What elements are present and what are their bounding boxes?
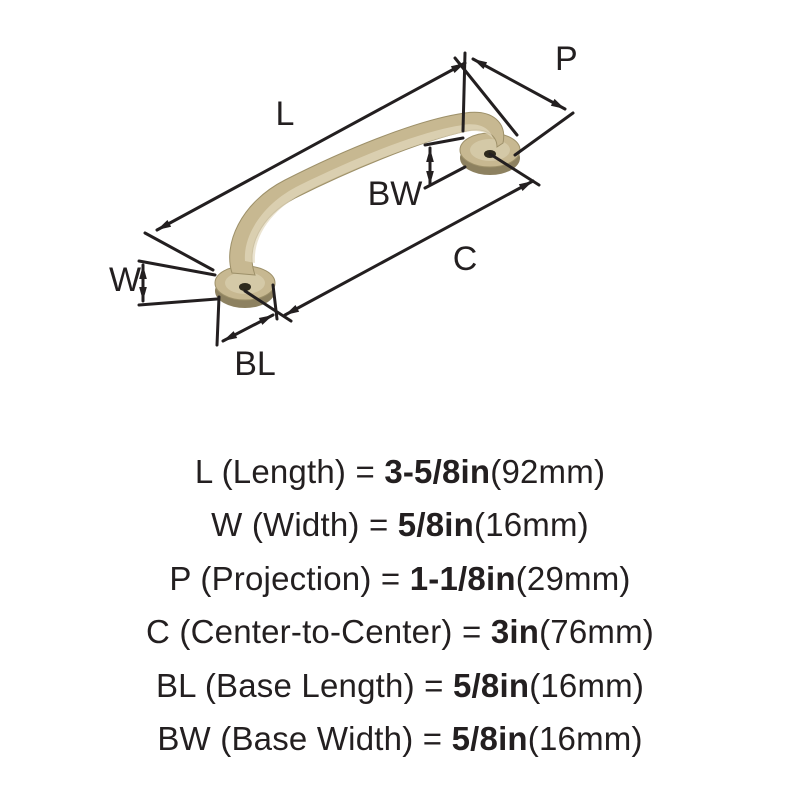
spec-name: Width (263, 506, 348, 543)
dim-label-l: L (276, 95, 295, 133)
spec-metric: (16mm) (529, 667, 644, 704)
spec-line-p: P (Projection) = 1-1/8in(29mm) (0, 552, 800, 605)
spec-name: Base Width (231, 720, 402, 757)
spec-code: BW (157, 720, 211, 757)
dim-label-bl: BL (234, 345, 276, 383)
spec-line-c: C (Center-to-Center) = 3in(76mm) (0, 605, 800, 658)
spec-imperial: 1-1/8in (410, 560, 516, 597)
spec-metric: (76mm) (539, 613, 654, 650)
spec-imperial: 3-5/8in (384, 453, 490, 490)
spec-list: L (Length) = 3-5/8in(92mm)W (Width) = 5/… (0, 445, 800, 766)
dim-label-w: W (109, 261, 141, 299)
dimension-diagram: L P C BW W BL (95, 35, 615, 385)
spec-line-l: L (Length) = 3-5/8in(92mm) (0, 445, 800, 498)
dim-label-c: C (453, 240, 478, 278)
spec-code: BL (156, 667, 196, 704)
spec-code: C (146, 613, 170, 650)
spec-name: Projection (212, 560, 361, 597)
spec-imperial: 5/8in (398, 506, 474, 543)
spec-line-bl: BL (Base Length) = 5/8in(16mm) (0, 659, 800, 712)
spec-line-bw: BW (Base Width) = 5/8in(16mm) (0, 712, 800, 765)
dim-label-p: P (555, 40, 578, 78)
spec-name: Base Length (216, 667, 404, 704)
spec-imperial: 3in (491, 613, 539, 650)
spec-imperial: 5/8in (453, 667, 529, 704)
spec-code: P (169, 560, 191, 597)
spec-line-w: W (Width) = 5/8in(16mm) (0, 498, 800, 551)
spec-imperial: 5/8in (452, 720, 528, 757)
spec-metric: (16mm) (528, 720, 643, 757)
spec-code: W (211, 506, 242, 543)
spec-metric: (92mm) (490, 453, 605, 490)
spec-metric: (29mm) (516, 560, 631, 597)
spec-metric: (16mm) (474, 506, 589, 543)
spec-name: Center-to-Center (191, 613, 442, 650)
spec-name: Length (233, 453, 335, 490)
spec-code: L (195, 453, 212, 490)
dim-label-bw: BW (368, 175, 423, 213)
page: LPCBWWBL L (Length) = 3-5/8in(92mm)W (Wi… (0, 0, 800, 800)
